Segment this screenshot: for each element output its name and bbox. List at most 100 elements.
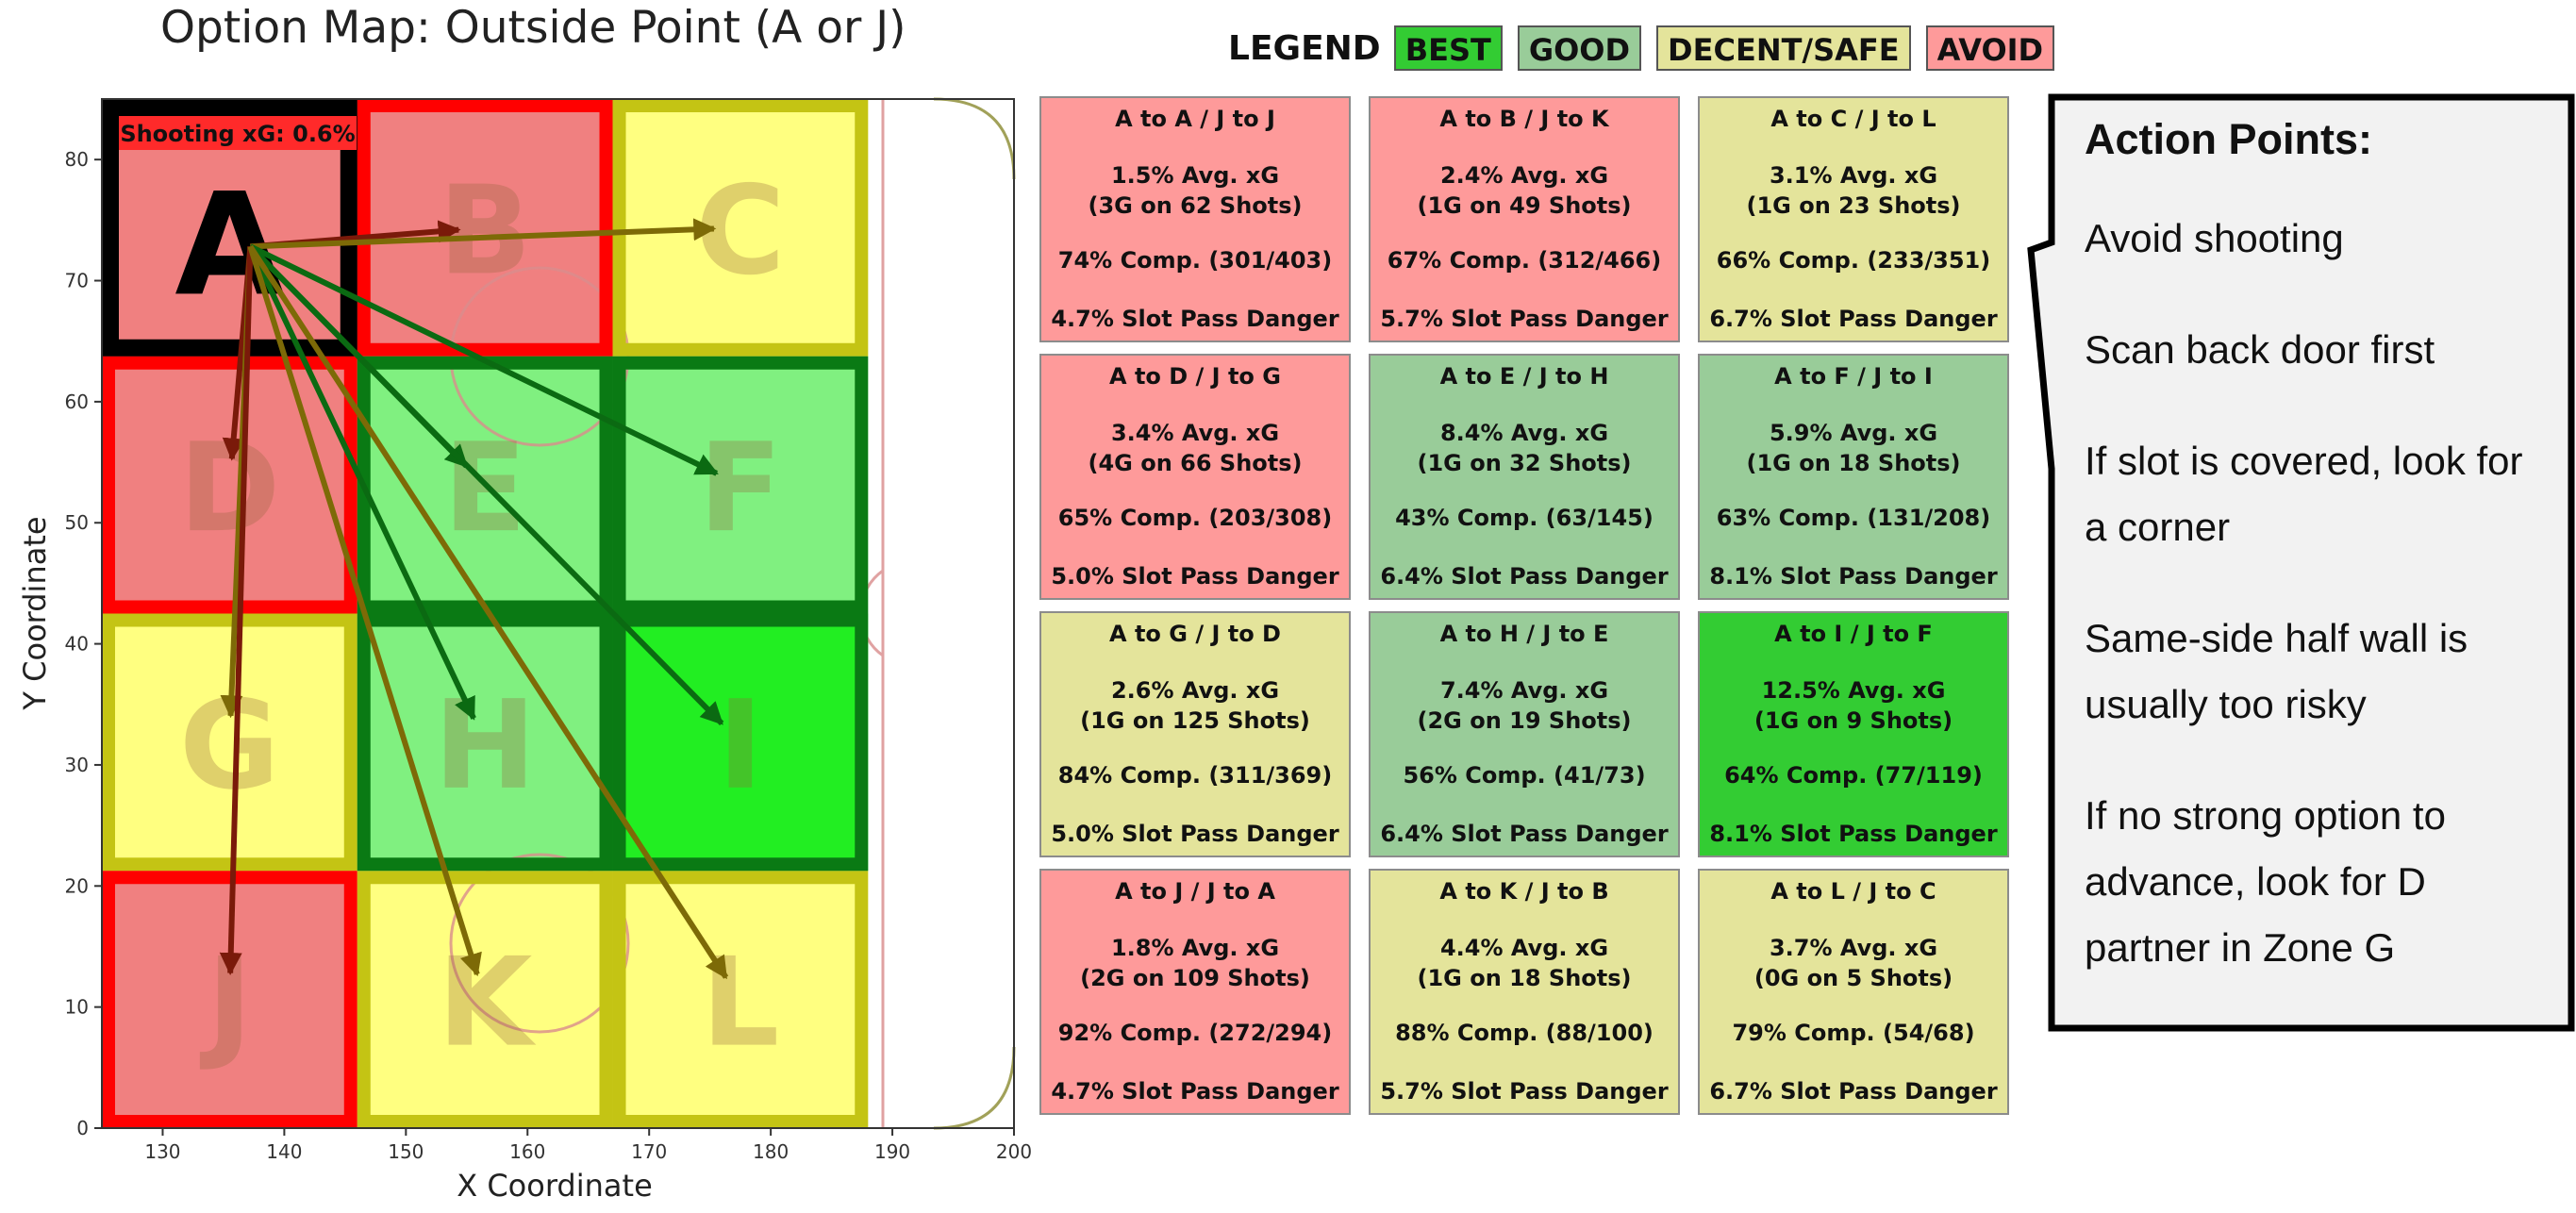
zone-b-cell <box>357 99 613 357</box>
option-card-4: A to D / J to G 3.4% Avg. xG (4G on 66 Sho… <box>1039 354 1351 600</box>
option-card-10: A to J / J to A 1.8% Avg. xG (2G on 109 Sh… <box>1039 869 1351 1115</box>
card-goals: (1G on 32 Shots) <box>1417 450 1632 476</box>
y-tick-label: 30 <box>65 754 89 776</box>
zone-b-border <box>357 99 613 357</box>
card-slot: 6.7% Slot Pass Danger <box>1709 306 1998 332</box>
boards-corner <box>933 97 1016 1130</box>
zone-i-border <box>612 613 869 872</box>
y-tick-label: 50 <box>65 511 89 534</box>
card-title: A to J / J to A <box>1115 878 1275 905</box>
card-comp: 56% Comp. (41/73) <box>1403 762 1646 789</box>
action-point-1: Avoid shooting <box>2085 216 2344 260</box>
option-card-6: A to F / J to I 5.9% Avg. xG (1G on 18 Sho… <box>1698 354 2009 600</box>
y-tick-label: 60 <box>65 390 89 413</box>
option-card-7: A to G / J to D 2.6% Avg. xG (1G on 125 Sh… <box>1039 611 1351 857</box>
map-title: Option Map: Outside Point (A or J) <box>160 2 906 54</box>
card-xg: 3.4% Avg. xG <box>1110 420 1280 446</box>
card-xg: 1.8% Avg. xG <box>1110 935 1280 961</box>
card-comp: 64% Comp. (77/119) <box>1724 762 1983 789</box>
zone-d-letter: D <box>178 416 280 559</box>
pass-arrow-f <box>249 243 719 476</box>
y-tick-label: 20 <box>65 874 89 897</box>
zone-c-cell <box>612 99 869 357</box>
card-goals: (1G on 49 Shots) <box>1417 192 1632 219</box>
card-slot: 8.1% Slot Pass Danger <box>1709 821 1998 847</box>
card-goals: (3G on 62 Shots) <box>1088 192 1303 219</box>
card-slot: 5.7% Slot Pass Danger <box>1380 306 1669 332</box>
action-points-heading: Action Points: <box>2085 115 2372 163</box>
x-tick-label: 140 <box>266 1140 302 1163</box>
action-point-3: If slot is covered, look for a corner <box>2085 439 2523 549</box>
zone-c-border <box>612 99 869 357</box>
zone-g-border <box>102 613 357 872</box>
card-slot: 4.7% Slot Pass Danger <box>1051 1078 1339 1105</box>
zone-h-border <box>357 613 613 872</box>
card-title: A to D / J to G <box>1109 363 1281 390</box>
card-title: A to B / J to K <box>1439 106 1609 132</box>
action-point-5: If no strong option to advance, look for… <box>2085 793 2446 970</box>
legend-title: LEGEND <box>1228 28 1381 68</box>
card-goals: (1G on 23 Shots) <box>1746 192 1961 219</box>
card-title: A to F / J to I <box>1774 363 1933 390</box>
zone-f-letter: F <box>698 416 782 559</box>
zone-k-cell <box>357 871 613 1128</box>
card-title: A to K / J to B <box>1439 878 1609 905</box>
x-tick-label: 150 <box>388 1140 424 1163</box>
card-comp: 92% Comp. (272/294) <box>1057 1020 1333 1046</box>
option-card-2: A to B / J to K 2.4% Avg. xG (1G on 49 Sho… <box>1369 96 1680 342</box>
y-tick-label: 80 <box>65 148 89 171</box>
zone-f-border <box>612 356 869 614</box>
pass-arrow-k <box>247 245 482 977</box>
pass-options-grid: A to A / J to J 1.5% Avg. xG (3G on 62 Sho… <box>1039 96 2011 1115</box>
legend-decent-safe: DECENT/SAFE <box>1656 25 1911 71</box>
faceoff-circle-bottom <box>449 853 630 1034</box>
card-title: A to A / J to J <box>1115 106 1275 132</box>
card-slot: 6.4% Slot Pass Danger <box>1380 563 1669 590</box>
action-point-2: Scan back door first <box>2085 327 2435 372</box>
zone-k-letter: K <box>438 931 537 1074</box>
option-card-1: A to A / J to J 1.5% Avg. xG (3G on 62 Sho… <box>1039 96 1351 342</box>
card-xg: 5.9% Avg. xG <box>1769 420 1938 446</box>
x-tick-label: 190 <box>874 1140 910 1163</box>
action-points-callout <box>2027 93 2575 1032</box>
card-goals: (2G on 19 Shots) <box>1417 707 1632 734</box>
card-title: A to L / J to C <box>1770 878 1936 905</box>
pass-arrow-h <box>247 245 476 721</box>
legend-avoid: AVOID <box>1925 25 2055 71</box>
option-card-9: A to I / J to F 12.5% Avg. xG (1G on 9 Sho… <box>1698 611 2009 857</box>
y-axis-label: Y Coordinate <box>17 516 53 710</box>
zone-k-border <box>357 871 613 1128</box>
option-card-12: A to L / J to C 3.7% Avg. xG (0G on 5 Shot… <box>1698 869 2009 1115</box>
x-tick-label: 200 <box>996 1140 1032 1163</box>
legend: LEGEND BEST GOOD DECENT/SAFE AVOID <box>1228 25 2069 72</box>
card-slot: 5.0% Slot Pass Danger <box>1051 563 1339 590</box>
card-xg: 3.1% Avg. xG <box>1769 162 1938 189</box>
x-tick-label: 160 <box>509 1140 545 1163</box>
card-title: A to G / J to D <box>1109 621 1281 647</box>
pass-arrow-l <box>247 244 729 980</box>
x-tick-label: 170 <box>631 1140 667 1163</box>
x-tick-label: 180 <box>753 1140 789 1163</box>
y-tick-label: 70 <box>65 270 89 292</box>
action-point-4: Same-side half wall is usually too risky <box>2085 616 2468 726</box>
zone-l-cell <box>612 871 869 1128</box>
card-slot: 8.1% Slot Pass Danger <box>1709 563 1998 590</box>
card-goals: (1G on 125 Shots) <box>1080 707 1310 734</box>
shooting-xg-label: Shooting xG: 0.6% <box>120 121 355 147</box>
card-xg: 2.4% Avg. xG <box>1439 162 1609 189</box>
card-xg: 2.6% Avg. xG <box>1110 677 1280 704</box>
zone-d-cell <box>102 356 357 614</box>
card-comp: 66% Comp. (233/351) <box>1716 247 1991 274</box>
card-xg: 3.7% Avg. xG <box>1769 935 1938 961</box>
plot-frame <box>101 98 1015 1129</box>
x-tick-label: 130 <box>144 1140 180 1163</box>
card-comp: 84% Comp. (311/369) <box>1057 762 1333 789</box>
pass-arrow-i <box>248 244 724 726</box>
card-slot: 5.7% Slot Pass Danger <box>1380 1078 1669 1105</box>
legend-good: GOOD <box>1517 25 1642 71</box>
y-tick-label: 40 <box>65 633 89 656</box>
option-card-8: A to H / J to E 7.4% Avg. xG (2G on 19 Sho… <box>1369 611 1680 857</box>
card-xg: 1.5% Avg. xG <box>1110 162 1280 189</box>
card-comp: 88% Comp. (88/100) <box>1395 1020 1654 1046</box>
zone-l-border <box>612 871 869 1128</box>
